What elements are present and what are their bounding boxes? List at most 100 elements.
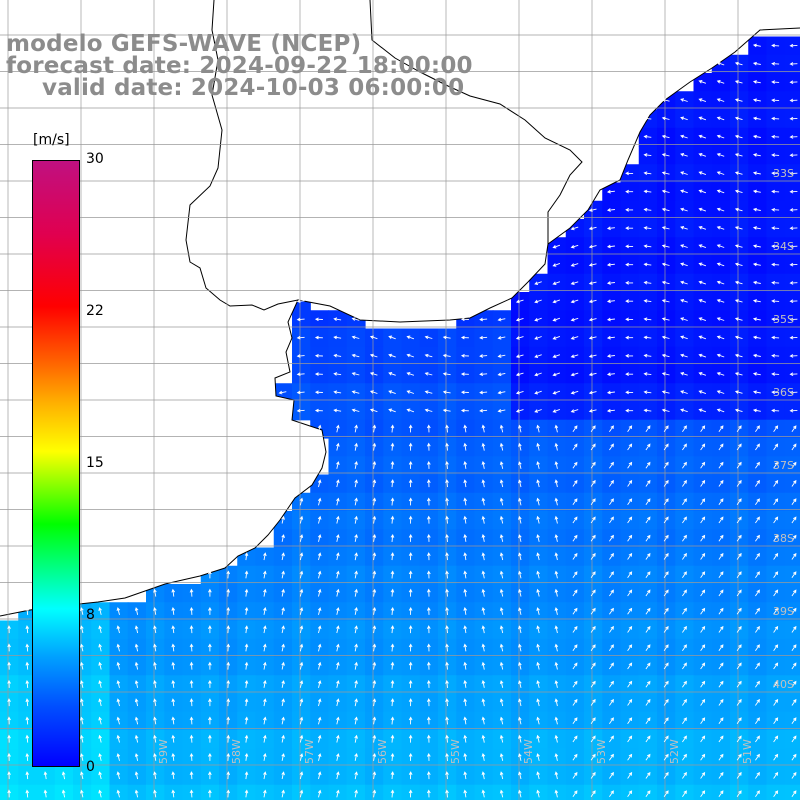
- wind-arrow: [789, 408, 798, 413]
- wind-arrow: [625, 408, 634, 413]
- wind-arrow: [734, 61, 743, 66]
- wind-arrow: [463, 734, 468, 743]
- wind-arrow: [718, 479, 724, 487]
- wind-arrow: [534, 390, 542, 395]
- forecast-date: forecast date: 2024-09-22 18:00:00: [6, 53, 473, 79]
- wind-arrow: [663, 753, 669, 761]
- wind-arrow: [536, 552, 540, 561]
- wind-arrow: [718, 753, 724, 761]
- colorbar-tick-30: 30: [86, 151, 104, 167]
- wind-arrow: [25, 716, 30, 725]
- colorbar: [32, 160, 80, 767]
- wind-arrow: [570, 372, 579, 377]
- wind-arrow: [390, 716, 395, 725]
- wind-arrow: [134, 753, 139, 761]
- wind-arrow: [406, 335, 415, 340]
- wind-arrow: [116, 753, 121, 761]
- wind-arrow: [372, 643, 377, 652]
- wind-arrow: [208, 789, 212, 798]
- wind-arrow: [408, 588, 413, 597]
- wind-arrow: [98, 716, 102, 725]
- wind-arrow: [663, 425, 669, 433]
- wind-arrow: [499, 789, 504, 798]
- wind-arrow: [463, 643, 468, 652]
- wind-cell: [693, 511, 713, 530]
- wind-arrow: [153, 679, 157, 688]
- wind-arrow: [263, 606, 267, 615]
- wind-arrow: [752, 207, 761, 212]
- wind-arrow: [590, 479, 596, 487]
- wind-arrow: [534, 281, 542, 285]
- wind-arrow: [518, 680, 522, 688]
- wind-arrow: [226, 643, 231, 652]
- wind-arrow: [716, 171, 725, 175]
- wind-arrow: [336, 698, 340, 707]
- wind-arrow: [554, 497, 559, 506]
- wind-arrow: [700, 425, 706, 433]
- wind-arrow: [534, 317, 542, 322]
- wind-arrow: [296, 390, 305, 395]
- wind-arrow: [645, 644, 651, 652]
- wind-cell: [584, 730, 603, 749]
- wind-arrow: [134, 771, 139, 780]
- wind-arrow: [499, 607, 504, 615]
- wind-arrow: [445, 625, 449, 634]
- wind-arrow: [518, 789, 522, 798]
- wind-arrow: [317, 497, 322, 506]
- wind-arrow: [25, 643, 30, 652]
- wind-arrow: [554, 753, 559, 761]
- wind-arrow: [755, 461, 760, 469]
- wind-arrow: [552, 244, 561, 249]
- wind-cell: [784, 565, 800, 585]
- wind-arrow: [698, 390, 707, 395]
- wind-arrow: [643, 408, 652, 413]
- wind-arrow: [499, 643, 504, 652]
- wind-arrow: [554, 643, 559, 652]
- wind-arrow: [445, 460, 449, 469]
- wind-cell: [730, 730, 749, 749]
- wind-arrow: [718, 498, 724, 506]
- wind-arrow: [625, 299, 634, 303]
- wind-arrow: [700, 662, 706, 670]
- wind-arrow: [572, 771, 578, 779]
- wind-arrow: [426, 515, 431, 524]
- wind-arrow: [80, 607, 84, 615]
- wind-arrow: [572, 662, 578, 670]
- wind-arrow: [445, 734, 449, 743]
- wind-arrow: [481, 771, 486, 780]
- wind-arrow: [134, 734, 139, 743]
- wind-cell: [766, 438, 786, 457]
- wind-arrow: [554, 570, 559, 579]
- wind-arrow: [736, 644, 742, 652]
- wind-arrow: [734, 390, 743, 394]
- wind-arrow: [426, 771, 431, 780]
- wind-arrow: [716, 207, 725, 212]
- wind-cell: [657, 547, 676, 567]
- wind-arrow: [390, 552, 395, 561]
- wind-arrow: [789, 80, 798, 85]
- wind-arrow: [299, 607, 304, 615]
- wind-arrow: [408, 552, 413, 561]
- wind-arrow: [463, 771, 468, 780]
- wind-arrow: [734, 116, 743, 121]
- wind-arrow: [682, 698, 687, 706]
- wind-arrow: [645, 534, 651, 542]
- wind-arrow: [351, 317, 360, 321]
- wind-arrow: [609, 735, 614, 743]
- wind-arrow: [755, 552, 760, 560]
- wind-arrow: [354, 698, 358, 707]
- wind-arrow: [518, 534, 522, 542]
- wind-arrow: [700, 461, 706, 469]
- wind-arrow: [734, 408, 743, 413]
- wind-arrow: [116, 643, 121, 652]
- wind-arrow: [682, 589, 687, 597]
- wind-arrow: [698, 372, 707, 376]
- wind-arrow: [80, 771, 84, 780]
- wind-arrow: [682, 625, 687, 633]
- wind-arrow: [408, 771, 413, 780]
- wind-arrow: [698, 280, 707, 285]
- wind-arrow: [680, 134, 688, 139]
- wind-arrow: [736, 534, 742, 542]
- wind-cell: [784, 419, 800, 439]
- wind-arrow: [680, 207, 688, 212]
